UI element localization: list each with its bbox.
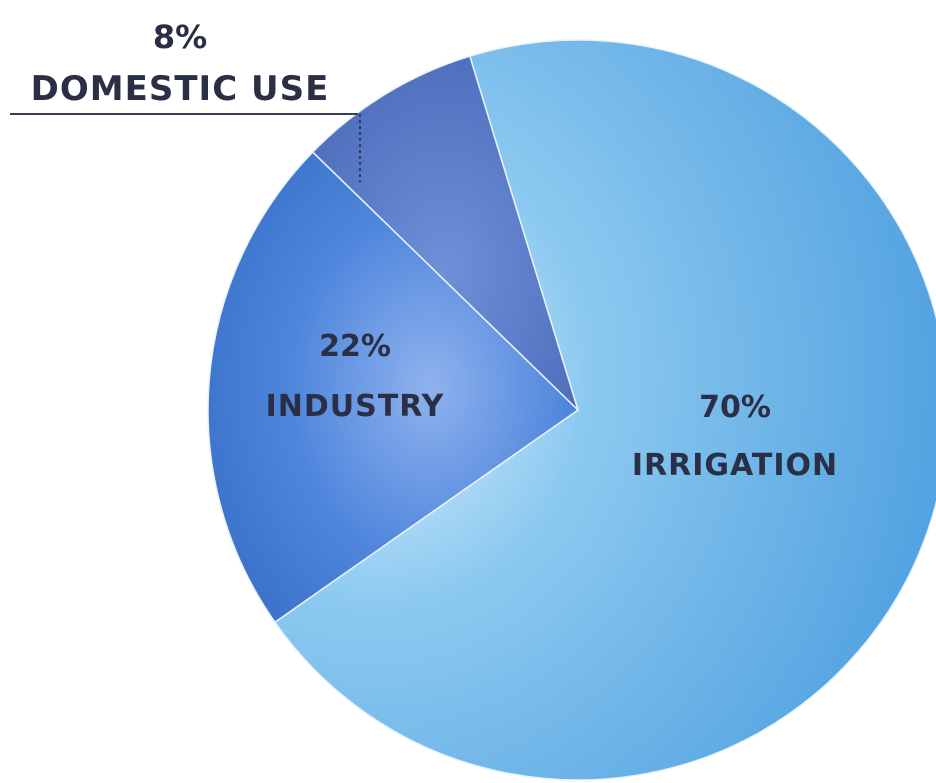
label-industry-name: INDUSTRY	[266, 389, 445, 424]
pie-slice-domestic-use	[311, 55, 579, 411]
label-domestic-use-name: DOMESTIC USE	[31, 69, 330, 109]
label-domestic-use-percent: 8%	[153, 18, 207, 56]
label-irrigation-name: IRRIGATION	[632, 448, 838, 483]
pie-slice-irrigation	[273, 39, 936, 781]
label-industry-percent: 22%	[319, 329, 391, 364]
pie-slice-industry	[207, 150, 580, 624]
label-irrigation-percent: 70%	[699, 390, 771, 425]
